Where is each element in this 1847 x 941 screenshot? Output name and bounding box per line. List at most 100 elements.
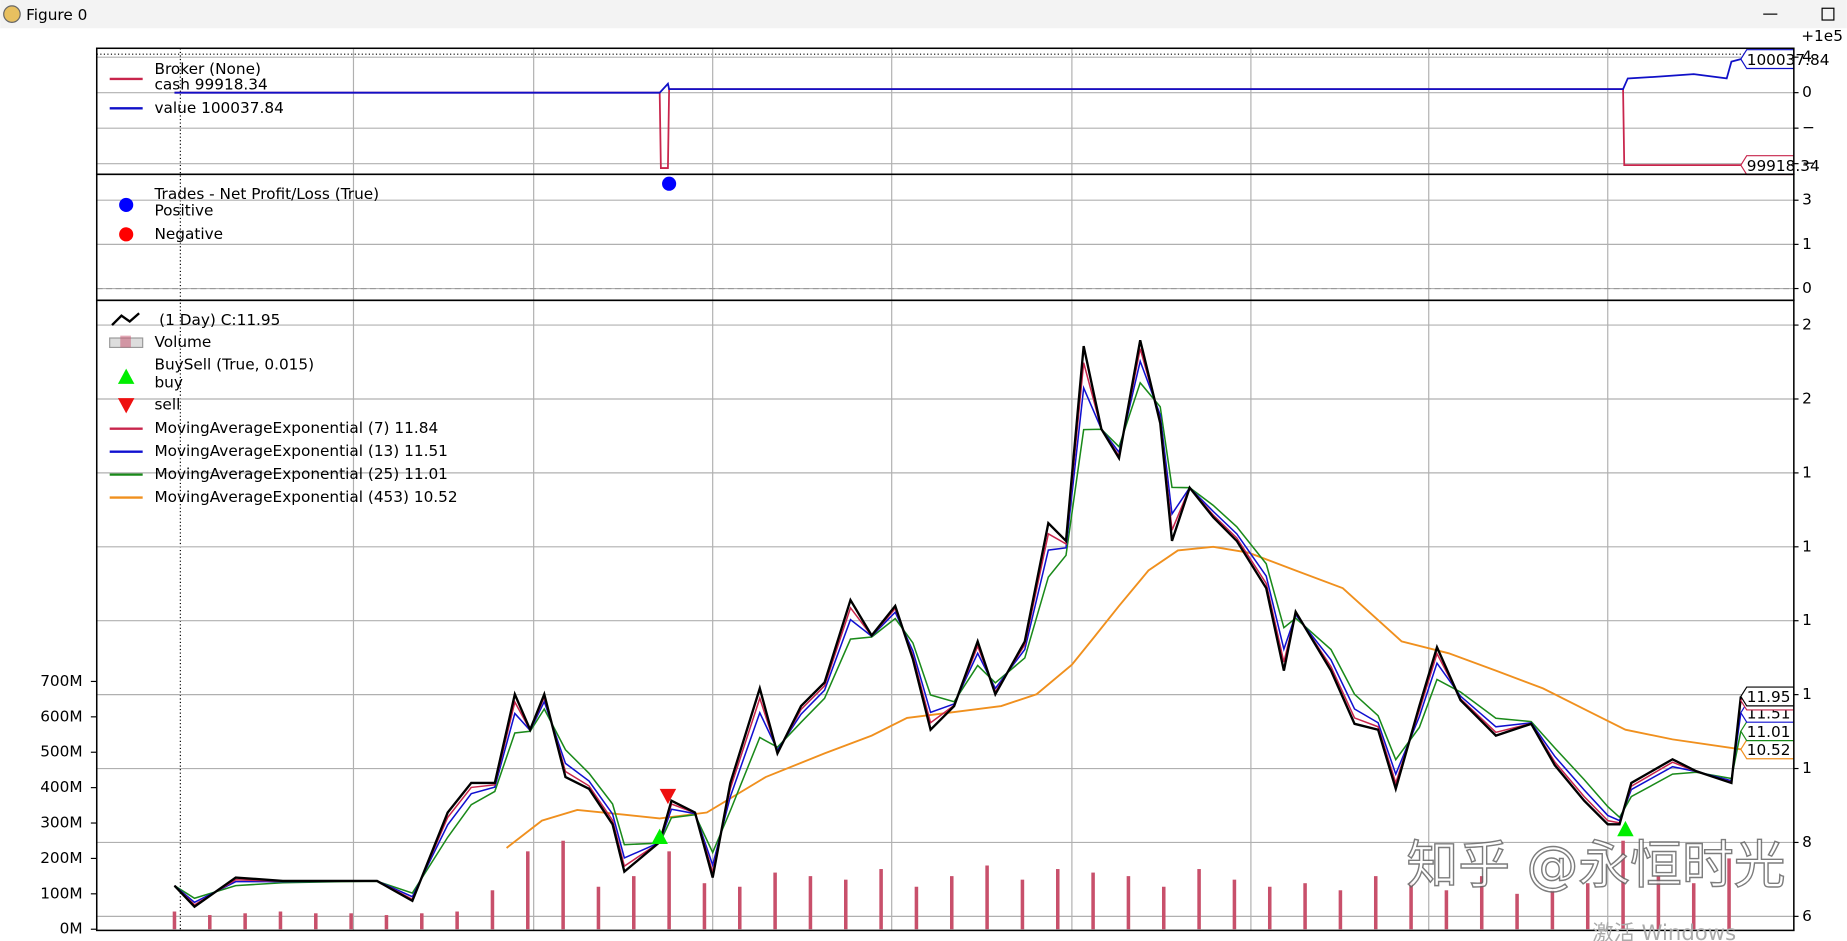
- marker: [1617, 820, 1634, 837]
- legend-label: buy: [154, 373, 182, 391]
- volume-bar: [208, 915, 212, 930]
- y-tick-label: −: [1802, 154, 1815, 172]
- volume-bar: [1444, 890, 1449, 930]
- volume-bar: [243, 913, 247, 930]
- volume-bar: [1020, 879, 1025, 930]
- legend-swatch: [120, 335, 131, 348]
- axis-offset: +1e5: [1801, 27, 1843, 45]
- y-tick-label: −: [1802, 119, 1815, 137]
- volume-bar: [1691, 883, 1696, 930]
- series-line: [174, 88, 1741, 169]
- y-tick-label: 8: [1802, 833, 1812, 851]
- volume-bar: [278, 911, 283, 930]
- value-tag-label: 100037.84: [1747, 51, 1830, 69]
- volume-bar: [702, 883, 707, 930]
- volume-bar: [1126, 876, 1131, 930]
- volume-bar: [844, 879, 848, 930]
- volume-tick-label: 200M: [40, 849, 82, 867]
- legend-label: MovingAverageExponential (25) 11.01: [154, 465, 447, 483]
- maximize-button[interactable]: [1821, 7, 1835, 21]
- volume-bar: [1727, 858, 1731, 930]
- volume-bar: [808, 876, 813, 930]
- app-icon: [3, 5, 21, 23]
- y-tick-label: 0: [1802, 83, 1812, 101]
- volume-bar: [314, 913, 318, 930]
- series-line: [174, 58, 1742, 94]
- y-tick-label: 0: [1802, 279, 1812, 297]
- volume-bar: [1479, 876, 1484, 930]
- volume-bar: [1621, 840, 1625, 930]
- value-tag-label: 11.01: [1747, 723, 1791, 741]
- watermark: 知乎 @永恒时光: [1406, 836, 1785, 896]
- activation-text: 激活 Windows: [1592, 920, 1736, 941]
- volume-tick-label: 300M: [40, 814, 82, 832]
- volume-bar: [526, 851, 530, 930]
- legend-label: MovingAverageExponential (7) 11.84: [154, 419, 438, 437]
- marker: [651, 828, 668, 844]
- volume-bar: [384, 915, 389, 930]
- y-tick-label: 1: [1802, 685, 1812, 703]
- value-tag-label: 11.95: [1747, 688, 1791, 706]
- volume-bar: [420, 913, 424, 930]
- volume-bar: [1232, 879, 1237, 930]
- y-tick-label: 4: [1802, 48, 1812, 66]
- window-title: Figure 0: [26, 6, 87, 24]
- volume-bar: [596, 886, 601, 930]
- trade-point: [662, 176, 677, 191]
- volume-bar: [1161, 886, 1166, 930]
- volume-bar: [949, 876, 954, 930]
- volume-bar: [561, 840, 565, 930]
- marker: [117, 398, 135, 414]
- value-tag-label: 10.52: [1747, 741, 1791, 759]
- volume-bar: [349, 913, 353, 930]
- legend-label: sell: [154, 396, 180, 414]
- legend-swatch: [119, 197, 134, 212]
- marker: [659, 788, 677, 805]
- volume-tick-label: 400M: [40, 778, 82, 796]
- volume-bar: [879, 869, 883, 930]
- volume-tick-label: 100M: [40, 884, 82, 902]
- volume-bar: [632, 876, 636, 930]
- y-tick-label: 1: [1802, 759, 1812, 777]
- volume-bar: [1267, 886, 1272, 930]
- volume-bar: [455, 911, 459, 930]
- volume-tick-label: 600M: [40, 707, 82, 725]
- volume-bar: [490, 890, 495, 930]
- volume-tick-label: 0M: [60, 920, 83, 938]
- volume-tick-label: 700M: [40, 672, 82, 690]
- title-bar: [0, 0, 1847, 29]
- volume-bar: [1585, 883, 1590, 930]
- volume-bar: [1055, 869, 1060, 930]
- volume-bar: [773, 872, 777, 930]
- y-tick-label: 2: [1802, 316, 1812, 334]
- legend-label: (1 Day) C:11.95: [159, 311, 280, 329]
- volume-bar: [1197, 869, 1201, 930]
- series-line: [173, 339, 1743, 909]
- volume-bar: [738, 886, 742, 930]
- legend-label: value 100037.84: [154, 99, 283, 117]
- panel-frame: [95, 299, 1795, 932]
- legend-label: Volume: [154, 333, 211, 351]
- volume-bar: [1091, 872, 1095, 930]
- volume-bar: [1409, 883, 1413, 930]
- series-line: [506, 545, 1741, 849]
- volume-bar: [1515, 893, 1519, 930]
- y-tick-label: 1: [1802, 463, 1812, 481]
- y-tick-label: 6: [1802, 907, 1812, 925]
- volume-bar: [1373, 876, 1378, 930]
- legend-swatch: [111, 312, 140, 326]
- volume-tick-label: 500M: [40, 743, 82, 761]
- y-tick-label: 1: [1802, 235, 1812, 253]
- value-tag-label: 99918.34: [1747, 157, 1820, 175]
- y-tick-label: 1: [1802, 537, 1812, 555]
- volume-bar: [667, 851, 671, 930]
- volume-bar: [172, 911, 177, 930]
- volume-bar: [1338, 890, 1343, 930]
- volume-bar: [914, 886, 919, 930]
- y-tick-label: 2: [1802, 389, 1812, 407]
- volume-bar: [985, 865, 989, 930]
- y-tick-label: 3: [1802, 191, 1812, 209]
- legend-swatch: [119, 227, 134, 242]
